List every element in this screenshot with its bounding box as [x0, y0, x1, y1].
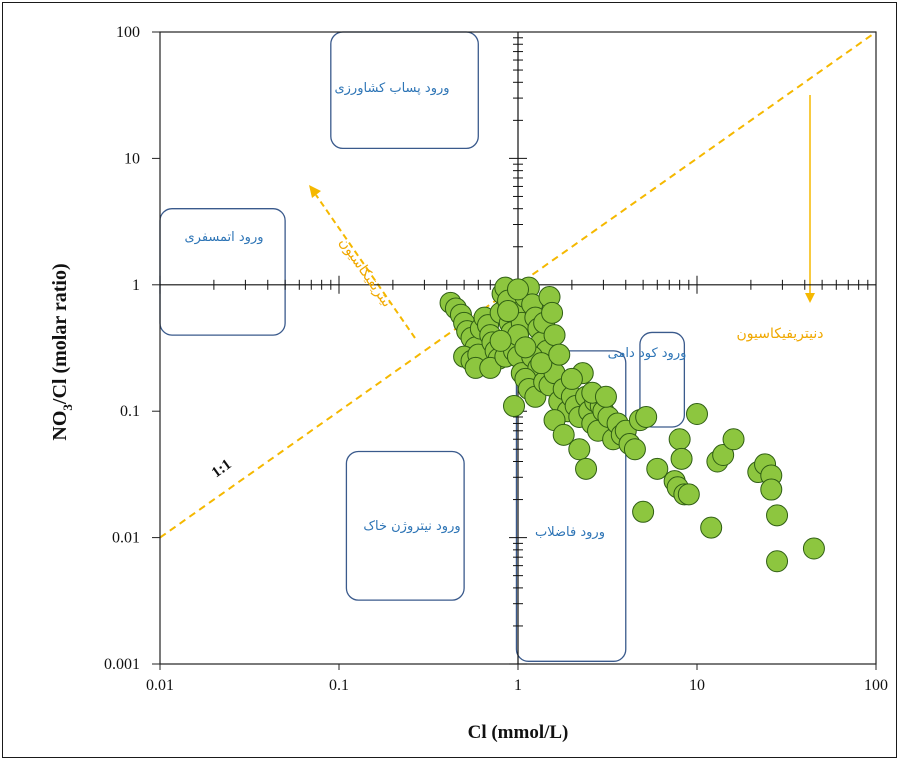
data-point — [530, 352, 553, 375]
region-label-4: ورود فاضلاب — [535, 525, 605, 540]
data-point — [568, 438, 591, 461]
region-label-5: ورود کود دامی — [608, 346, 687, 361]
region-box-3 — [345, 450, 465, 601]
data-point — [479, 356, 502, 379]
data-point — [489, 329, 512, 352]
data-point — [668, 428, 691, 451]
data-point — [635, 405, 658, 428]
region-box-5 — [639, 331, 686, 428]
x-tick-label: 0.1 — [329, 677, 349, 694]
data-point — [760, 478, 783, 501]
y-axis-title-main: NO — [49, 411, 71, 441]
region-label-3: ورود نیتروژن خاک — [363, 519, 460, 534]
denitrification-label: دنیتریفیکاسیون — [737, 326, 824, 342]
nitrification-label: نیتریفیکاسیون — [336, 235, 395, 310]
y-axis-title-rest: /Cl (molar ratio) — [49, 263, 71, 405]
data-point — [560, 367, 583, 390]
y-tick-label: 0.01 — [112, 530, 140, 547]
data-point — [766, 504, 789, 527]
region-label-1: ورود پساب کشاورزی — [334, 81, 449, 96]
x-tick-label: 10 — [689, 677, 705, 694]
data-point — [543, 324, 566, 347]
data-point — [677, 483, 700, 506]
y-tick-label: 0.1 — [120, 403, 140, 420]
nitrification-arrow-line — [315, 194, 416, 339]
data-point — [722, 428, 745, 451]
data-point — [686, 403, 708, 426]
data-point — [700, 516, 723, 539]
data-point — [670, 447, 693, 470]
y-tick-label: 100 — [116, 24, 140, 41]
data-point — [646, 457, 669, 480]
data-point — [712, 444, 735, 467]
region-label-2: ورود اتمسفری — [184, 230, 263, 245]
data-point — [766, 550, 789, 573]
data-point — [575, 457, 598, 480]
data-point — [507, 278, 529, 301]
x-tick-label: 0.01 — [146, 677, 174, 694]
y-tick-label: 1 — [132, 277, 140, 294]
y-axis-title: NO3/Cl (molar ratio) — [49, 263, 75, 440]
data-point — [802, 537, 825, 560]
data-point — [632, 500, 655, 523]
one-to-one-label: 1:1 — [209, 457, 235, 482]
data-point — [497, 300, 520, 323]
x-axis-title: Cl (mmol/L) — [468, 722, 569, 743]
y-axis-title-sub: 3 — [60, 404, 75, 411]
data-point — [548, 343, 571, 366]
data-point — [514, 336, 537, 359]
data-point — [623, 438, 646, 461]
data-point — [503, 394, 526, 417]
data-point — [552, 423, 575, 446]
region-box-2 — [159, 208, 286, 336]
nitrification-arrowhead — [309, 185, 321, 198]
y-tick-label: 10 — [124, 150, 140, 167]
data-point — [594, 385, 617, 408]
x-tick-label: 100 — [864, 677, 888, 694]
region-box-4 — [515, 350, 627, 662]
denitrification-arrowhead — [805, 293, 815, 303]
x-tick-label: 1 — [514, 677, 522, 694]
data-point — [541, 301, 564, 324]
y-tick-label: 0.001 — [104, 656, 140, 673]
